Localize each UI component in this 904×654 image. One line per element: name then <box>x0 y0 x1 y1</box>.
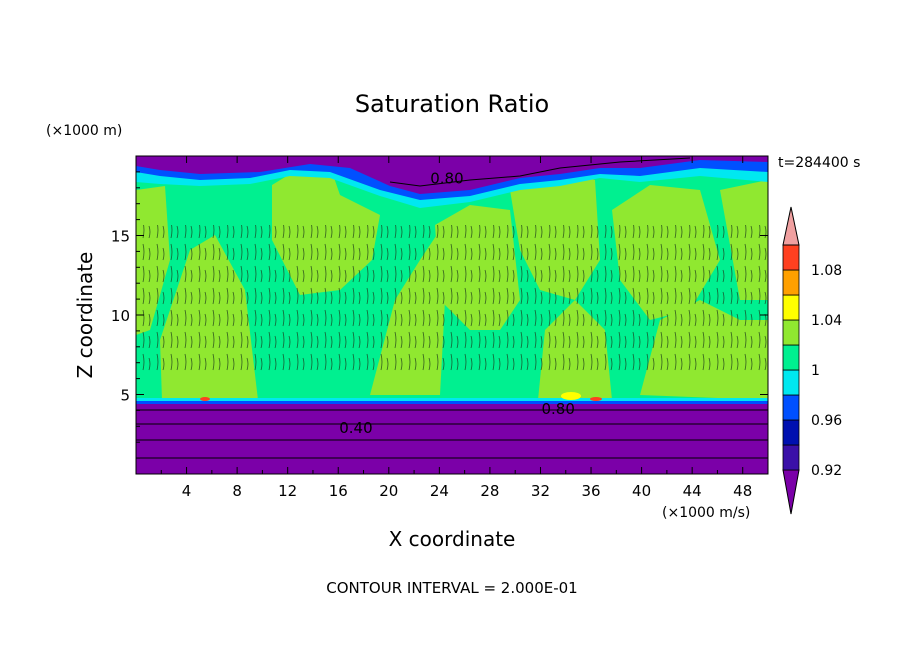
y-tick-label: 15 <box>111 228 130 246</box>
chart-title: Saturation Ratio <box>355 90 549 118</box>
colorbar-segment <box>782 269 800 296</box>
colorbar-over-triangle <box>782 206 800 246</box>
supersaturation-spot <box>561 392 581 400</box>
x-tick-label: 32 <box>531 482 550 500</box>
x-tick-label: 16 <box>329 482 348 500</box>
colorbar-segment <box>782 394 800 421</box>
colorbar-tick-label: 0.96 <box>811 413 842 429</box>
colorbar-tick-label: 1.04 <box>811 313 842 329</box>
contour-labels: 0.80 0.80 0.40 <box>339 169 575 437</box>
colorbar-under-triangle <box>782 469 800 515</box>
y-unit-label: (×1000 m) <box>46 123 122 139</box>
colorbar-segment <box>782 419 800 446</box>
y-axis: 5 10 15 <box>111 171 768 459</box>
supersaturation-spot <box>590 397 602 401</box>
colorbar-segment <box>782 244 800 271</box>
colorbar-segment <box>782 344 800 371</box>
x-tick-label: 28 <box>480 482 499 500</box>
x-axis: 4 8 12 16 20 24 28 32 36 40 44 48 <box>160 156 752 500</box>
x-tick-label: 40 <box>632 482 651 500</box>
contour-line-upper <box>389 157 691 187</box>
contour-line-lower <box>136 409 768 459</box>
contour-label: 0.80 <box>430 169 463 187</box>
contour-label: 0.40 <box>339 419 372 437</box>
time-label: t=284400 s <box>778 155 860 171</box>
colorbar-segment <box>782 294 800 321</box>
x-axis-label: X coordinate <box>389 527 516 551</box>
x-unit-label: (×1000 m/s) <box>662 505 750 521</box>
lower-dry-layer <box>136 404 768 474</box>
footer-contour-interval: CONTOUR INTERVAL = 2.000E-01 <box>326 579 577 597</box>
colorbar-segment <box>782 319 800 346</box>
y-tick-label: 10 <box>111 307 130 325</box>
convective-streaks <box>136 225 768 375</box>
colorbar: 0.92 0.96 1 1.04 1.08 <box>782 206 842 515</box>
x-tick-label: 20 <box>379 482 398 500</box>
x-tick-label: 4 <box>182 482 192 500</box>
supersaturation-spot <box>200 397 210 401</box>
colorbar-segment <box>782 369 800 396</box>
x-tick-label: 36 <box>581 482 600 500</box>
x-tick-label: 48 <box>733 482 752 500</box>
y-tick-label: 5 <box>120 387 130 405</box>
x-tick-label: 44 <box>683 482 702 500</box>
y-axis-label: Z coordinate <box>73 252 97 379</box>
contour-label: 0.80 <box>541 400 574 418</box>
colorbar-tick-label: 1 <box>811 363 820 379</box>
x-tick-label: 24 <box>430 482 449 500</box>
colorbar-tick-label: 1.08 <box>811 263 842 279</box>
upper-dry-layer <box>136 156 768 194</box>
colorbar-tick-label: 0.92 <box>811 463 842 479</box>
lower-blue-band <box>136 401 768 405</box>
x-tick-label: 12 <box>278 482 297 500</box>
x-tick-label: 8 <box>232 482 242 500</box>
contour-field <box>136 156 768 474</box>
colorbar-segment <box>782 444 800 471</box>
